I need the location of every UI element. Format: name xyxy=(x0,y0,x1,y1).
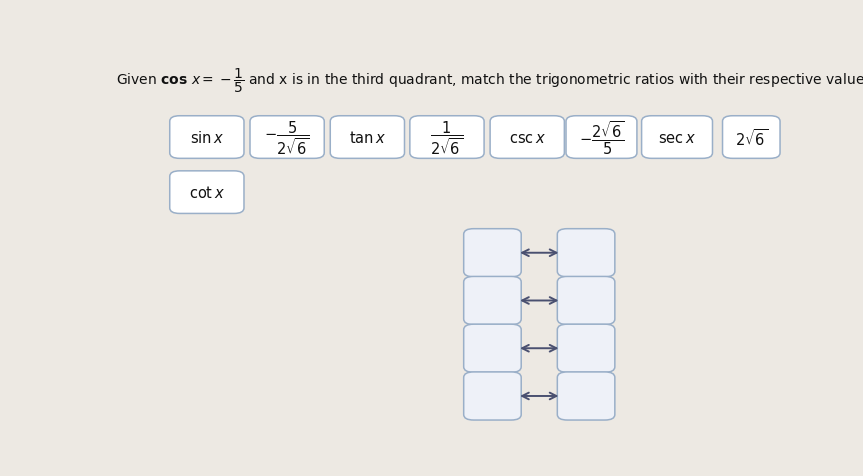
FancyBboxPatch shape xyxy=(170,117,244,159)
FancyBboxPatch shape xyxy=(641,117,713,159)
FancyBboxPatch shape xyxy=(557,372,614,420)
Text: Given $\mathbf{cos}\ \mathit{x} = -\dfrac{1}{5}$ and x is in the third quadrant,: Given $\mathbf{cos}\ \mathit{x} = -\dfra… xyxy=(116,66,863,95)
FancyBboxPatch shape xyxy=(722,117,780,159)
Text: $\sin x$: $\sin x$ xyxy=(190,130,224,146)
Text: $\sec x$: $\sec x$ xyxy=(658,130,696,145)
FancyBboxPatch shape xyxy=(557,229,614,277)
Text: $-\dfrac{2\sqrt{6}}{5}$: $-\dfrac{2\sqrt{6}}{5}$ xyxy=(579,119,624,157)
FancyBboxPatch shape xyxy=(463,277,521,325)
FancyBboxPatch shape xyxy=(250,117,324,159)
Text: $-\dfrac{5}{2\sqrt{6}}$: $-\dfrac{5}{2\sqrt{6}}$ xyxy=(264,119,310,157)
Text: $\mathrm{csc}\,x$: $\mathrm{csc}\,x$ xyxy=(509,130,545,145)
FancyBboxPatch shape xyxy=(170,171,244,214)
FancyBboxPatch shape xyxy=(490,117,564,159)
FancyBboxPatch shape xyxy=(463,229,521,277)
Text: $\tan x$: $\tan x$ xyxy=(349,130,386,146)
FancyBboxPatch shape xyxy=(331,117,405,159)
FancyBboxPatch shape xyxy=(463,372,521,420)
FancyBboxPatch shape xyxy=(463,325,521,373)
FancyBboxPatch shape xyxy=(410,117,484,159)
Text: $2\sqrt{6}$: $2\sqrt{6}$ xyxy=(734,127,768,148)
Text: $\dfrac{1}{2\sqrt{6}}$: $\dfrac{1}{2\sqrt{6}}$ xyxy=(431,119,463,157)
FancyBboxPatch shape xyxy=(566,117,637,159)
Text: $\cot x$: $\cot x$ xyxy=(189,185,224,201)
FancyBboxPatch shape xyxy=(557,325,614,373)
FancyBboxPatch shape xyxy=(557,277,614,325)
